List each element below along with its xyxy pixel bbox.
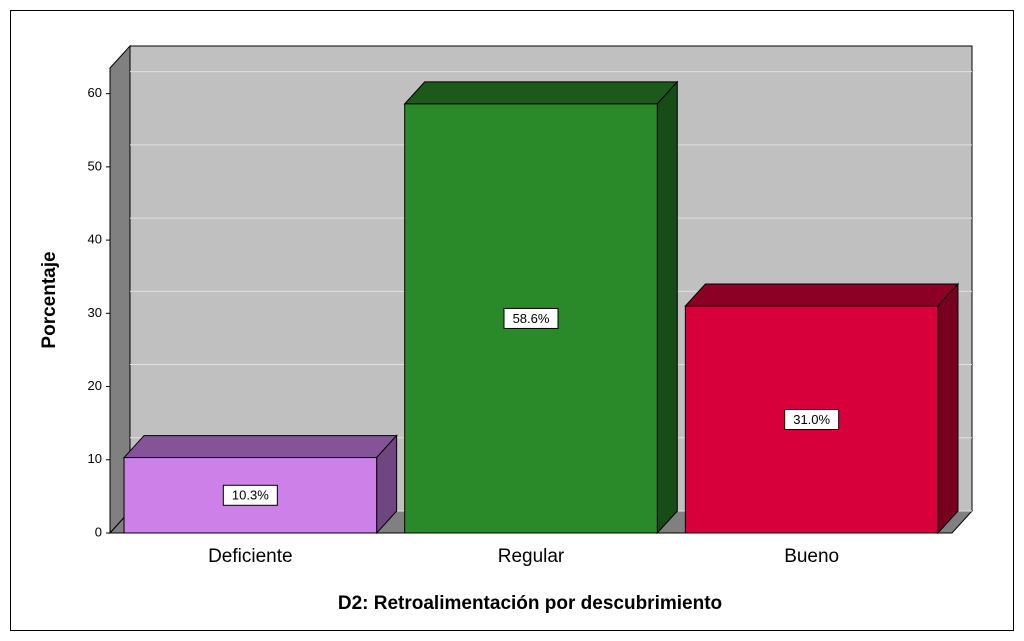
value-label-box [784, 408, 840, 430]
bar-side [937, 282, 959, 535]
value-label-box [222, 484, 278, 506]
x-axis-label: D2: Retroalimentación por descubrimiento [338, 593, 722, 614]
bar-side [656, 80, 678, 535]
y-tick-label: 20 [88, 378, 102, 393]
value-label: 31.0% [793, 412, 830, 427]
y-tick-label: 60 [88, 85, 102, 100]
y-tick-label: 40 [88, 232, 102, 247]
y-tick-label: 10 [88, 451, 102, 466]
bar-top [403, 81, 679, 105]
y-tick-label: 0 [95, 524, 102, 539]
value-label: 58.6% [513, 311, 550, 326]
x-tick-label: Bueno [784, 546, 839, 567]
value-label: 10.3% [232, 488, 269, 503]
y-tick-label: 30 [88, 305, 102, 320]
y-axis-label: Porcentaje [39, 251, 60, 348]
x-tick-label: Deficiente [208, 546, 293, 567]
value-label-box [503, 307, 559, 329]
y-tick-label: 50 [88, 158, 102, 173]
x-tick-label: Regular [498, 546, 565, 567]
bar-top [684, 283, 960, 307]
bar-top [122, 435, 398, 459]
